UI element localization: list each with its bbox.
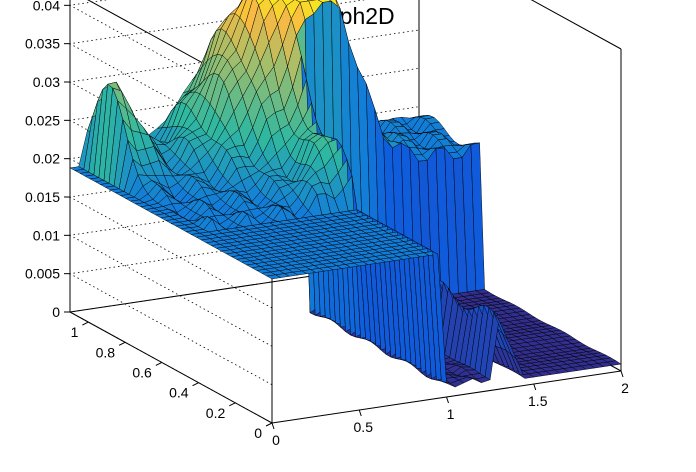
y-tick (265, 422, 273, 427)
frame-edge (530, 0, 622, 50)
x-tick (271, 422, 275, 430)
z-tick-label: 0 (52, 304, 60, 320)
z-tick-label: 0.03 (33, 74, 60, 90)
x-tick-label: 0 (272, 432, 280, 448)
x-tick-label: 0.5 (354, 419, 374, 435)
y-tick (118, 341, 126, 346)
axes: 00.511.5200.20.40.60.8100.0050.010.0150.… (25, 0, 629, 448)
z-tick-label: 0.01 (33, 227, 60, 243)
y-tick-label: 0.8 (96, 344, 116, 360)
z-tick-label: 0.025 (25, 112, 60, 128)
y-tick-label: 0.6 (132, 364, 152, 380)
x-tick (620, 370, 624, 378)
y-tick (229, 402, 236, 407)
z-tick-label: 0.035 (25, 36, 60, 52)
x-tick (358, 409, 362, 417)
surface (69, 0, 622, 388)
z-tick-label: 0.04 (33, 0, 60, 13)
y-tick (82, 321, 89, 326)
y-tick (155, 362, 163, 366)
surface-cell (606, 360, 622, 366)
y-tick (192, 382, 199, 387)
x-tick (446, 396, 449, 404)
y-tick-label: 0.2 (206, 405, 226, 421)
surface-cell (255, 0, 265, 6)
x-tick-label: 2 (621, 380, 629, 396)
y-tick-label: 0.4 (169, 385, 189, 401)
x-tick-label: 1.5 (528, 393, 548, 409)
y-tick-label: 1 (71, 324, 79, 340)
x-tick (533, 383, 537, 391)
z-tick-label: 0.015 (25, 189, 60, 205)
y-tick-label: 0 (254, 425, 262, 441)
z-tick-label: 0.02 (33, 151, 60, 167)
frame-edge (69, 311, 273, 424)
z-tick-label: 0.005 (25, 266, 60, 282)
x-tick-label: 1 (447, 406, 455, 422)
